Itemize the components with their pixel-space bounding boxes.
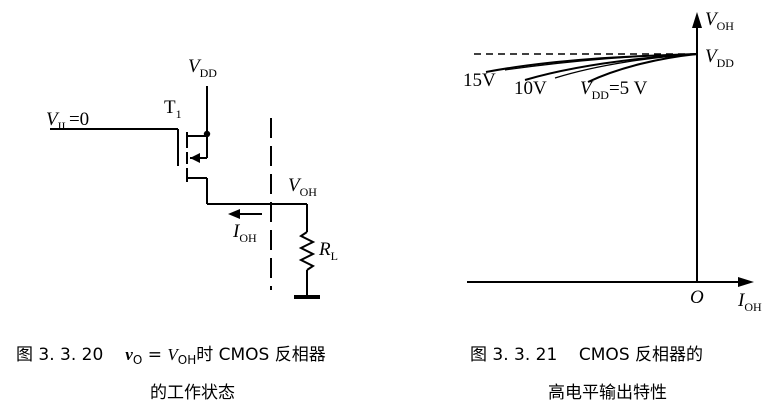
caption-fig2-line1: 图 3. 3. 21 CMOS 反相器的 [470,345,703,365]
inverter-circuit [50,86,320,299]
iout-label: IOH [232,221,257,245]
rl-label: RL [318,239,338,263]
vdd-label: VDD [188,56,217,80]
curve-15v-label: 15V [463,70,496,91]
body-arrow-icon [190,153,200,163]
y-axis-arrow-icon [692,12,702,28]
curve-10v-label: 10V [514,78,547,99]
current-arrow-icon [228,209,240,219]
transistor-label: T1 [164,97,182,121]
vout-label: VOH [288,175,317,199]
vdd-axis-label: VDD [705,46,734,70]
y-axis-label: VOH [705,9,734,33]
x-axis-arrow-icon [738,277,754,287]
caption-fig1-line2: 的工作状态 [150,383,235,403]
caption-fig2-line2: 高电平输出特性 [548,383,667,403]
output-characteristic-plot [467,12,754,287]
curve-5v-label: VDD=5 V [580,78,648,102]
x-axis-label: IOH [737,290,762,314]
curve-fill-a [504,53,698,71]
origin-label: O [690,287,704,308]
vin-label: VIL=0 [46,109,89,133]
junction-dot [203,130,211,138]
caption-fig1-line1: 图 3. 3. 20 vO = VOH时 CMOS 反相器 [16,345,326,367]
load-resistor [298,231,316,271]
curve-fill-b [554,53,698,79]
